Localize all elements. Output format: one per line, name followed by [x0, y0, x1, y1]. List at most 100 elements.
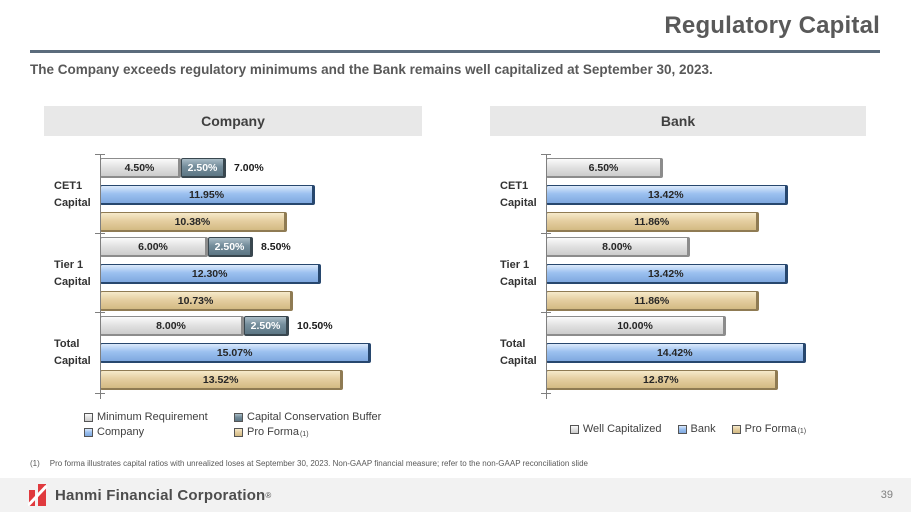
category-label: Total Capital	[500, 338, 537, 367]
legend-label: Capital Conservation Buffer	[247, 411, 382, 423]
bar-row: 15.07%	[100, 343, 422, 363]
bar-row: 12.87%	[546, 370, 866, 390]
legend-swatch	[234, 413, 243, 422]
company-panel-header: Company	[44, 106, 422, 136]
bar-segment: 8.00%	[100, 316, 244, 336]
bar-segment: 10.00%	[546, 316, 726, 336]
legend-item: Pro Forma (1)	[731, 423, 807, 435]
stack-total-label: 8.50%	[261, 241, 291, 253]
axis-tick	[541, 233, 551, 234]
bank-chart: CET1 Capital 6.50% 13.42% 11.86% Tier 1 Capita…	[490, 152, 866, 401]
category-label: CET1 Capital	[54, 180, 91, 209]
axis-line	[100, 154, 101, 399]
axis-tick	[95, 393, 105, 394]
stack-total-label: 7.00%	[234, 162, 264, 174]
bar-group: Tier 1 Capital 6.00% 2.50% 8.50% 12.30% 10.73%	[44, 237, 422, 311]
legend-item: Capital Conservation Buffer	[234, 411, 422, 423]
axis-tick	[95, 154, 105, 155]
slide-subtitle: The Company exceeds regulatory minimums …	[30, 62, 713, 77]
footnote: (1) Pro forma illustrates capital ratios …	[30, 459, 891, 468]
bar-row: 10.00%	[546, 316, 866, 336]
legend-swatch	[569, 425, 579, 434]
company-chart: CET1 Capital 4.50% 2.50% 7.00% 11.95% 10.38% Ti…	[44, 152, 422, 401]
bar-segment: 2.50%	[181, 158, 226, 178]
category-label: CET1 Capital	[500, 180, 537, 209]
bar-row: 12.30%	[100, 264, 422, 284]
bar-segment: 6.00%	[100, 237, 208, 257]
axis-tick	[541, 154, 551, 155]
legend-label: Well Capitalized	[582, 423, 662, 435]
bar-row: 11.86%	[546, 212, 866, 232]
footer-bar: Hanmi Financial Corporation ® 39	[0, 478, 911, 512]
axis-tick	[541, 393, 551, 394]
bar-group: CET1 Capital 4.50% 2.50% 7.00% 11.95% 10.38%	[44, 158, 422, 232]
axis-line	[546, 154, 547, 399]
stack-total-label: 10.50%	[297, 320, 333, 332]
legend-label: Pro Forma	[247, 426, 299, 438]
bar-row: 6.50%	[546, 158, 866, 178]
bar-segment: 13.42%	[546, 185, 788, 205]
bar-row: 8.00% 2.50% 10.50%	[100, 316, 422, 336]
legend-footnote-ref: (1)	[797, 428, 807, 435]
hanmi-logo-icon	[28, 484, 48, 506]
page-number: 39	[880, 489, 893, 501]
category-label: Total Capital	[54, 338, 91, 367]
bar-row: 14.42%	[546, 343, 866, 363]
category-label: Tier 1 Capital	[500, 259, 537, 288]
bar-row: 10.73%	[100, 291, 422, 311]
legend-label: Company	[97, 426, 145, 438]
bank-panel-header: Bank	[490, 106, 866, 136]
bar-segment: 11.86%	[546, 291, 760, 311]
bar-segment: 12.30%	[100, 264, 322, 284]
title-divider	[30, 50, 880, 53]
bank-chart-legend: Well Capitalized Bank Pro Forma (1)	[490, 423, 866, 435]
bar-group: Tier 1 Capital 8.00% 13.42% 11.86%	[490, 237, 866, 311]
bar-segment: 2.50%	[244, 316, 289, 336]
bar-segment: 11.95%	[100, 185, 316, 205]
brand-registered-mark: ®	[265, 490, 272, 500]
bar-row: 8.00%	[546, 237, 866, 257]
bar-group: Total Capital 8.00% 2.50% 10.50% 15.07% 13.52%	[44, 316, 422, 390]
bar-segment: 13.42%	[546, 264, 788, 284]
footnote-text: Pro forma illustrates capital ratios wit…	[49, 459, 588, 468]
company-chart-legend: Minimum Requirement Capital Conservation …	[84, 411, 422, 438]
brand-name: Hanmi Financial Corporation	[55, 486, 266, 504]
bar-segment: 4.50%	[100, 158, 181, 178]
bar-row: 10.38%	[100, 212, 422, 232]
bar-segment: 10.73%	[100, 291, 294, 311]
bar-segment: 2.50%	[208, 237, 253, 257]
bar-segment: 15.07%	[100, 343, 372, 363]
bar-segment: 12.87%	[546, 370, 778, 390]
bar-group: Total Capital 10.00% 14.42% 12.87%	[490, 316, 866, 390]
legend-swatch	[677, 425, 687, 434]
legend-item: Company	[84, 426, 234, 438]
legend-label: Minimum Requirement	[97, 411, 208, 423]
legend-swatch	[234, 428, 243, 437]
bar-group: CET1 Capital 6.50% 13.42% 11.86%	[490, 158, 866, 232]
bar-segment: 6.50%	[546, 158, 663, 178]
axis-tick	[95, 312, 105, 313]
page-title: Regulatory Capital	[664, 12, 880, 39]
company-panel: Company CET1 Capital 4.50% 2.50% 7.00% 11.95%…	[44, 106, 422, 438]
bar-segment: 11.86%	[546, 212, 760, 232]
bar-row: 4.50% 2.50% 7.00%	[100, 158, 422, 178]
bar-segment: 14.42%	[546, 343, 806, 363]
bar-row: 13.42%	[546, 185, 866, 205]
category-label: Tier 1 Capital	[54, 259, 91, 288]
legend-label: Pro Forma	[744, 423, 797, 435]
legend-item: Well Capitalized	[569, 423, 662, 435]
legend-swatch	[84, 413, 93, 422]
legend-item: Minimum Requirement	[84, 411, 234, 423]
bar-row: 13.42%	[546, 264, 866, 284]
footnote-marker: (1)	[30, 459, 40, 468]
bar-row: 11.95%	[100, 185, 422, 205]
bar-row: 6.00% 2.50% 8.50%	[100, 237, 422, 257]
axis-tick	[95, 233, 105, 234]
legend-item: Pro Forma (1)	[234, 426, 422, 438]
axis-tick	[541, 312, 551, 313]
brand: Hanmi Financial Corporation ®	[28, 484, 271, 506]
bar-row: 11.86%	[546, 291, 866, 311]
bar-row: 13.52%	[100, 370, 422, 390]
